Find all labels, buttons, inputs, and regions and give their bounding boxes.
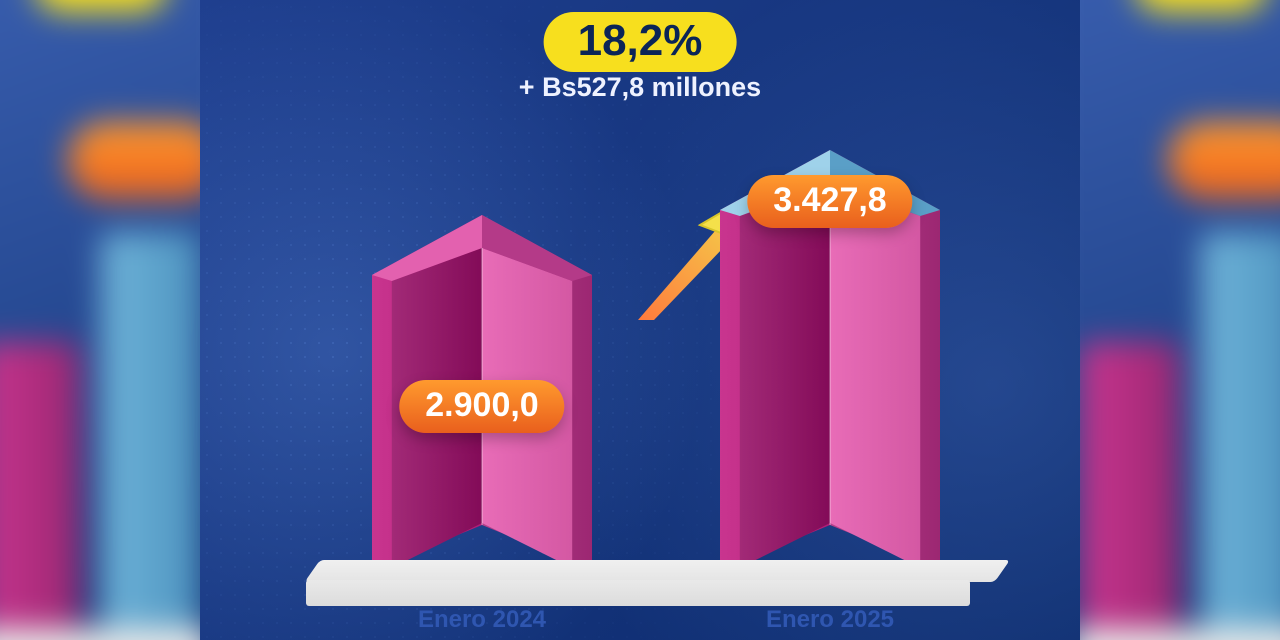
blur-strip-right [1069,0,1280,640]
percent-pill: 18,2% [544,12,737,72]
x-label-2025: Enero 2025 [750,606,910,634]
value-pill-2025: 3.427,8 [747,175,912,228]
chart-panel: 18,2% + Bs527,8 millones [200,0,1080,640]
platform [320,560,1010,606]
x-label-2024: Enero 2024 [402,606,562,634]
blur-strip-left [0,0,211,640]
value-pill-2024: 2.900,0 [399,380,564,433]
growth-subtext: + Bs527,8 millones [519,72,761,103]
stage: 18,2% + Bs527,8 millones [0,0,1280,640]
